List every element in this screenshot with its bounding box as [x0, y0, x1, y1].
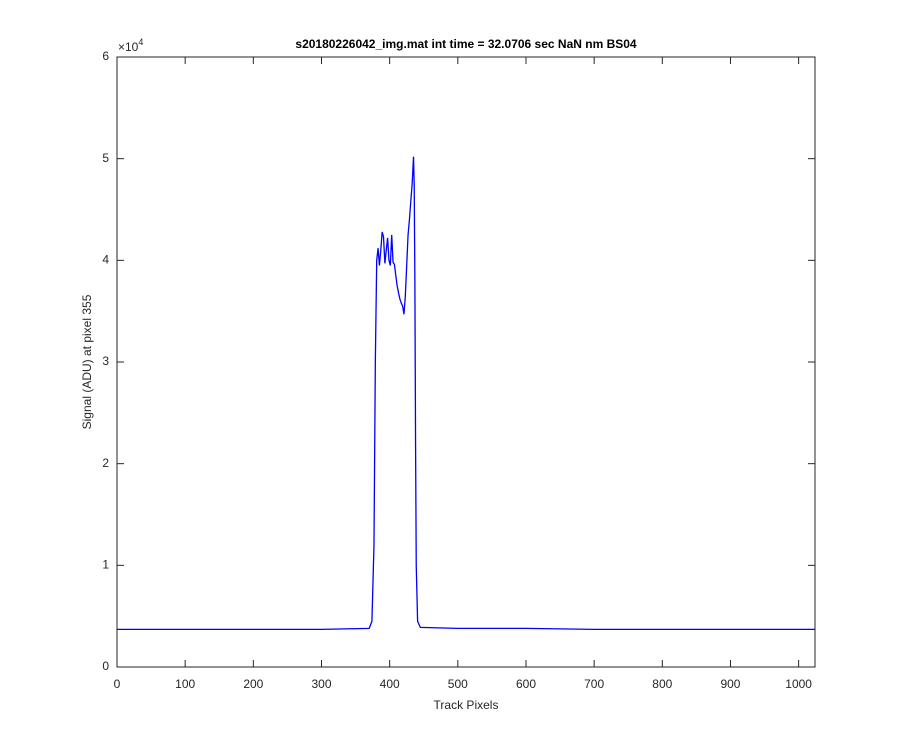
y-tick-label: 4: [102, 253, 109, 267]
y-multiplier-base: ×10: [118, 40, 139, 54]
x-tick-label: 600: [516, 677, 536, 691]
y-tick-label: 0: [102, 659, 109, 673]
y-tick-label: 1: [102, 558, 109, 572]
y-tick-label: 6: [102, 49, 109, 63]
x-tick-label: 800: [652, 677, 672, 691]
y-axis-label: Signal (ADU) at pixel 355: [80, 294, 94, 429]
y-tick-label: 3: [102, 354, 109, 368]
x-tick-label: 100: [175, 677, 195, 691]
y-tick-label: 5: [102, 151, 109, 165]
x-axis-label: Track Pixels: [434, 698, 499, 712]
data-line: [117, 156, 815, 631]
x-tick-label: 200: [243, 677, 263, 691]
x-tick-label: 0: [114, 677, 121, 691]
plot-box: [116, 56, 816, 668]
chart-title: s20180226042_img.mat int time = 32.0706 …: [295, 37, 637, 51]
x-tick-label: 700: [584, 677, 604, 691]
x-tick-label: 1000: [785, 677, 812, 691]
y-tick-label: 2: [102, 456, 109, 470]
x-tick-label: 500: [448, 677, 468, 691]
x-tick-label: 900: [720, 677, 740, 691]
y-multiplier: ×104: [118, 37, 143, 54]
y-multiplier-exponent: 4: [138, 37, 143, 47]
x-tick-label: 300: [311, 677, 331, 691]
x-tick-label: 400: [380, 677, 400, 691]
